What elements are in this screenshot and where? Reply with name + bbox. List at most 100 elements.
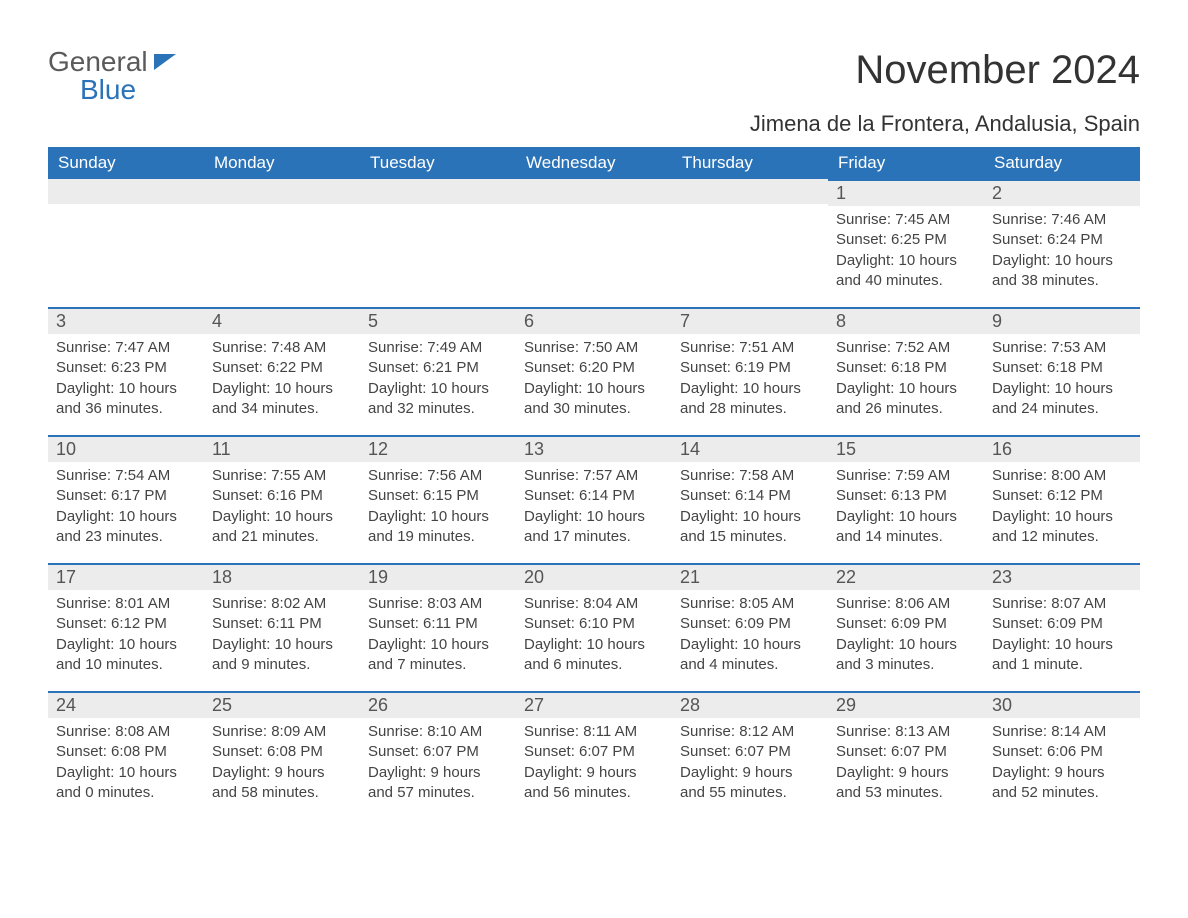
calendar-cell: 25Sunrise: 8:09 AMSunset: 6:08 PMDayligh… xyxy=(204,691,360,819)
daylight-text: Daylight: 10 hours and 26 minutes. xyxy=(836,379,976,420)
day-number-bar-empty xyxy=(672,179,828,204)
day-body: Sunrise: 8:14 AMSunset: 6:06 PMDaylight:… xyxy=(984,718,1140,811)
daylight-text: Daylight: 10 hours and 17 minutes. xyxy=(524,507,664,548)
daylight-text: Daylight: 9 hours and 52 minutes. xyxy=(992,763,1132,804)
calendar-cell: 7Sunrise: 7:51 AMSunset: 6:19 PMDaylight… xyxy=(672,307,828,435)
calendar-cell: 17Sunrise: 8:01 AMSunset: 6:12 PMDayligh… xyxy=(48,563,204,691)
calendar-cell: 10Sunrise: 7:54 AMSunset: 6:17 PMDayligh… xyxy=(48,435,204,563)
calendar-cell: 21Sunrise: 8:05 AMSunset: 6:09 PMDayligh… xyxy=(672,563,828,691)
calendar-cell: 3Sunrise: 7:47 AMSunset: 6:23 PMDaylight… xyxy=(48,307,204,435)
calendar-cell xyxy=(516,179,672,307)
day-number: 16 xyxy=(984,435,1140,462)
day-body: Sunrise: 7:57 AMSunset: 6:14 PMDaylight:… xyxy=(516,462,672,555)
sunrise-text: Sunrise: 7:54 AM xyxy=(56,466,196,486)
calendar-cell: 12Sunrise: 7:56 AMSunset: 6:15 PMDayligh… xyxy=(360,435,516,563)
sunset-text: Sunset: 6:11 PM xyxy=(212,614,352,634)
sunrise-text: Sunrise: 8:02 AM xyxy=(212,594,352,614)
daylight-text: Daylight: 10 hours and 1 minute. xyxy=(992,635,1132,676)
calendar-table: SundayMondayTuesdayWednesdayThursdayFrid… xyxy=(48,147,1140,819)
day-number: 30 xyxy=(984,691,1140,718)
day-body: Sunrise: 8:06 AMSunset: 6:09 PMDaylight:… xyxy=(828,590,984,683)
sunrise-text: Sunrise: 8:03 AM xyxy=(368,594,508,614)
sunset-text: Sunset: 6:12 PM xyxy=(56,614,196,634)
day-body: Sunrise: 7:55 AMSunset: 6:16 PMDaylight:… xyxy=(204,462,360,555)
logo-line1: General xyxy=(48,46,148,77)
day-body: Sunrise: 8:11 AMSunset: 6:07 PMDaylight:… xyxy=(516,718,672,811)
day-body: Sunrise: 7:48 AMSunset: 6:22 PMDaylight:… xyxy=(204,334,360,427)
sunrise-text: Sunrise: 7:51 AM xyxy=(680,338,820,358)
sunset-text: Sunset: 6:08 PM xyxy=(56,742,196,762)
day-number: 19 xyxy=(360,563,516,590)
daylight-text: Daylight: 10 hours and 30 minutes. xyxy=(524,379,664,420)
calendar-cell: 23Sunrise: 8:07 AMSunset: 6:09 PMDayligh… xyxy=(984,563,1140,691)
calendar-cell: 26Sunrise: 8:10 AMSunset: 6:07 PMDayligh… xyxy=(360,691,516,819)
day-number: 29 xyxy=(828,691,984,718)
weekday-header: Tuesday xyxy=(360,147,516,179)
calendar-cell: 5Sunrise: 7:49 AMSunset: 6:21 PMDaylight… xyxy=(360,307,516,435)
day-body: Sunrise: 8:08 AMSunset: 6:08 PMDaylight:… xyxy=(48,718,204,811)
calendar-week-row: 1Sunrise: 7:45 AMSunset: 6:25 PMDaylight… xyxy=(48,179,1140,307)
daylight-text: Daylight: 10 hours and 36 minutes. xyxy=(56,379,196,420)
sunrise-text: Sunrise: 7:56 AM xyxy=(368,466,508,486)
sunrise-text: Sunrise: 7:50 AM xyxy=(524,338,664,358)
day-body: Sunrise: 8:03 AMSunset: 6:11 PMDaylight:… xyxy=(360,590,516,683)
day-number: 3 xyxy=(48,307,204,334)
calendar-cell: 29Sunrise: 8:13 AMSunset: 6:07 PMDayligh… xyxy=(828,691,984,819)
day-number: 21 xyxy=(672,563,828,590)
sunrise-text: Sunrise: 8:08 AM xyxy=(56,722,196,742)
calendar-cell: 27Sunrise: 8:11 AMSunset: 6:07 PMDayligh… xyxy=(516,691,672,819)
calendar-cell: 9Sunrise: 7:53 AMSunset: 6:18 PMDaylight… xyxy=(984,307,1140,435)
sunset-text: Sunset: 6:24 PM xyxy=(992,230,1132,250)
sunset-text: Sunset: 6:14 PM xyxy=(524,486,664,506)
sunset-text: Sunset: 6:14 PM xyxy=(680,486,820,506)
calendar-cell: 30Sunrise: 8:14 AMSunset: 6:06 PMDayligh… xyxy=(984,691,1140,819)
day-number: 20 xyxy=(516,563,672,590)
day-number: 26 xyxy=(360,691,516,718)
daylight-text: Daylight: 10 hours and 15 minutes. xyxy=(680,507,820,548)
calendar-cell: 16Sunrise: 8:00 AMSunset: 6:12 PMDayligh… xyxy=(984,435,1140,563)
calendar-cell: 18Sunrise: 8:02 AMSunset: 6:11 PMDayligh… xyxy=(204,563,360,691)
day-number: 25 xyxy=(204,691,360,718)
day-number: 15 xyxy=(828,435,984,462)
day-body: Sunrise: 8:09 AMSunset: 6:08 PMDaylight:… xyxy=(204,718,360,811)
day-body: Sunrise: 7:49 AMSunset: 6:21 PMDaylight:… xyxy=(360,334,516,427)
day-body: Sunrise: 8:05 AMSunset: 6:09 PMDaylight:… xyxy=(672,590,828,683)
weekday-header: Sunday xyxy=(48,147,204,179)
calendar-cell xyxy=(204,179,360,307)
sunset-text: Sunset: 6:09 PM xyxy=(680,614,820,634)
day-number: 14 xyxy=(672,435,828,462)
day-number-bar-empty xyxy=(48,179,204,204)
location-subtitle: Jimena de la Frontera, Andalusia, Spain xyxy=(750,111,1140,137)
daylight-text: Daylight: 10 hours and 21 minutes. xyxy=(212,507,352,548)
day-body: Sunrise: 8:00 AMSunset: 6:12 PMDaylight:… xyxy=(984,462,1140,555)
month-title: November 2024 xyxy=(750,48,1140,93)
day-number-bar-empty xyxy=(360,179,516,204)
day-number: 7 xyxy=(672,307,828,334)
sunset-text: Sunset: 6:25 PM xyxy=(836,230,976,250)
day-body: Sunrise: 8:07 AMSunset: 6:09 PMDaylight:… xyxy=(984,590,1140,683)
sunrise-text: Sunrise: 7:47 AM xyxy=(56,338,196,358)
sunrise-text: Sunrise: 7:45 AM xyxy=(836,210,976,230)
sunrise-text: Sunrise: 8:10 AM xyxy=(368,722,508,742)
logo-line2: Blue xyxy=(80,76,148,104)
sunrise-text: Sunrise: 8:13 AM xyxy=(836,722,976,742)
sunset-text: Sunset: 6:06 PM xyxy=(992,742,1132,762)
sunset-text: Sunset: 6:16 PM xyxy=(212,486,352,506)
sunrise-text: Sunrise: 8:00 AM xyxy=(992,466,1132,486)
calendar-cell xyxy=(672,179,828,307)
daylight-text: Daylight: 10 hours and 3 minutes. xyxy=(836,635,976,676)
day-body: Sunrise: 7:52 AMSunset: 6:18 PMDaylight:… xyxy=(828,334,984,427)
sunrise-text: Sunrise: 7:57 AM xyxy=(524,466,664,486)
day-number: 4 xyxy=(204,307,360,334)
daylight-text: Daylight: 10 hours and 28 minutes. xyxy=(680,379,820,420)
day-number: 2 xyxy=(984,179,1140,206)
sunrise-text: Sunrise: 7:59 AM xyxy=(836,466,976,486)
day-body: Sunrise: 7:56 AMSunset: 6:15 PMDaylight:… xyxy=(360,462,516,555)
day-number: 9 xyxy=(984,307,1140,334)
calendar-cell xyxy=(360,179,516,307)
sunset-text: Sunset: 6:10 PM xyxy=(524,614,664,634)
day-number: 10 xyxy=(48,435,204,462)
sunrise-text: Sunrise: 8:06 AM xyxy=(836,594,976,614)
sunrise-text: Sunrise: 8:14 AM xyxy=(992,722,1132,742)
day-body: Sunrise: 7:46 AMSunset: 6:24 PMDaylight:… xyxy=(984,206,1140,299)
